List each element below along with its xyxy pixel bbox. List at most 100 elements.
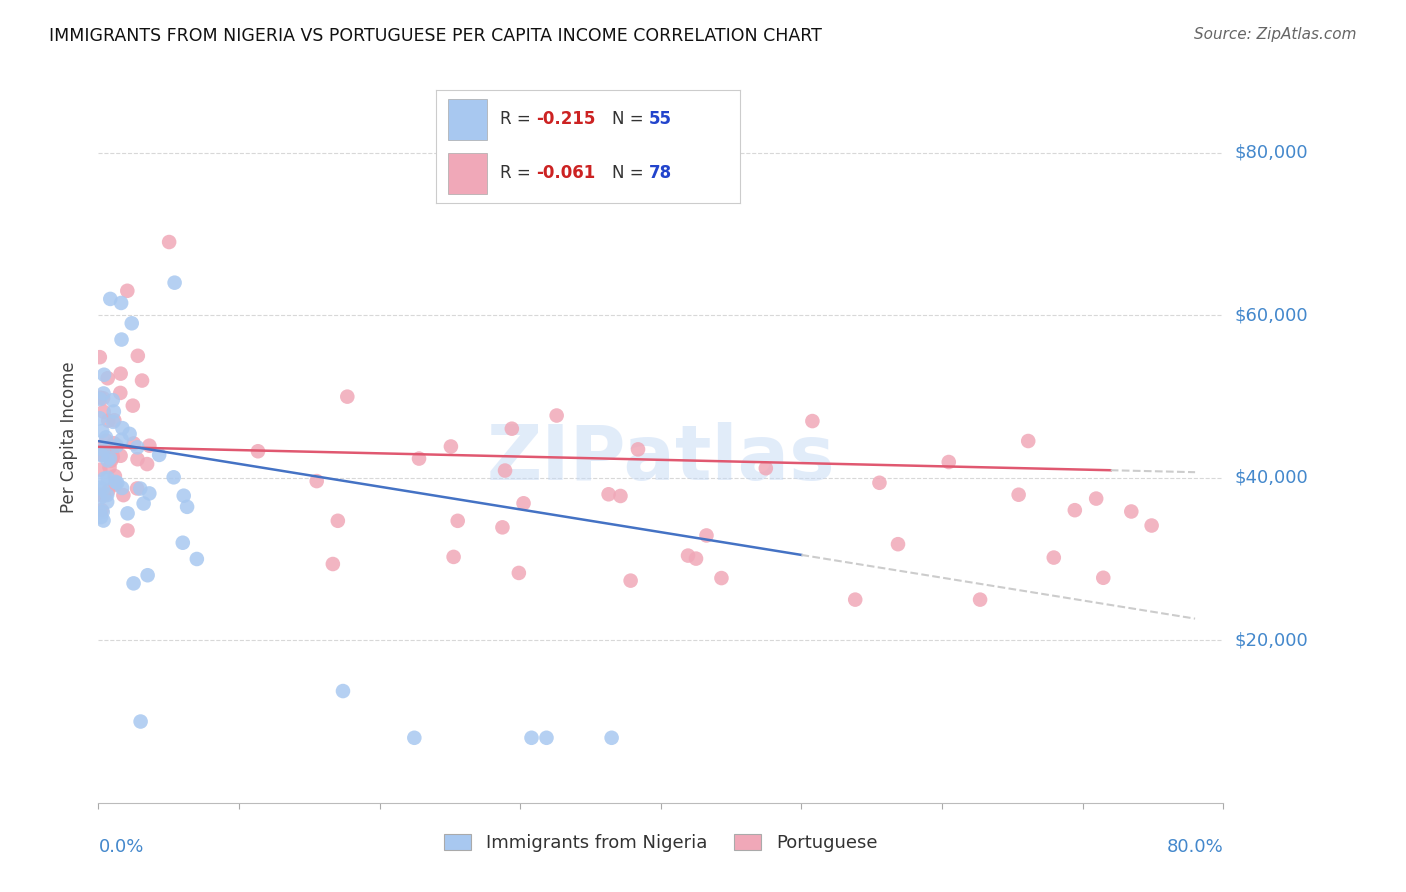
Point	[93, 368, 115, 382]
Point	[1042, 550, 1064, 565]
Point	[101, 450, 124, 465]
Point	[127, 349, 149, 363]
Point	[125, 482, 148, 496]
Point	[844, 592, 866, 607]
Text: $60,000: $60,000	[1234, 306, 1308, 324]
Point	[138, 486, 160, 500]
Point	[103, 436, 125, 450]
Point	[172, 535, 194, 549]
Point	[440, 440, 463, 454]
Point	[491, 520, 513, 534]
Point	[89, 463, 111, 477]
Point	[138, 439, 160, 453]
Point	[132, 496, 155, 510]
Point	[512, 496, 534, 510]
Point	[97, 414, 120, 428]
Point	[122, 436, 145, 450]
Point	[131, 374, 153, 388]
Point	[89, 350, 111, 364]
Point	[101, 415, 124, 429]
Point	[89, 481, 111, 495]
Point	[110, 367, 132, 381]
Point	[600, 731, 623, 745]
Point	[110, 385, 132, 400]
Point	[91, 505, 114, 519]
Point	[404, 731, 426, 745]
Point	[97, 371, 120, 385]
Point	[89, 411, 111, 425]
Point	[494, 464, 516, 478]
Text: $80,000: $80,000	[1234, 144, 1308, 161]
Point	[186, 552, 208, 566]
Point	[91, 391, 114, 405]
Point	[121, 316, 143, 330]
Text: ZIPatlas: ZIPatlas	[486, 422, 835, 496]
Point	[1121, 504, 1143, 518]
Point	[676, 549, 699, 563]
Text: 80.0%: 80.0%	[1167, 838, 1223, 855]
Y-axis label: Per Capita Income: Per Capita Income	[59, 361, 77, 513]
Text: Source: ZipAtlas.com: Source: ZipAtlas.com	[1194, 27, 1357, 42]
Point	[122, 576, 145, 591]
Point	[1017, 434, 1039, 448]
Text: $40,000: $40,000	[1234, 468, 1308, 487]
Point	[90, 447, 112, 461]
Point	[443, 549, 465, 564]
Point	[111, 481, 134, 495]
Point	[91, 442, 114, 457]
Point	[157, 235, 180, 249]
Point	[97, 483, 120, 498]
Point	[136, 457, 159, 471]
Text: IMMIGRANTS FROM NIGERIA VS PORTUGUESE PER CAPITA INCOME CORRELATION CHART: IMMIGRANTS FROM NIGERIA VS PORTUGUESE PE…	[49, 27, 823, 45]
Point	[94, 434, 117, 448]
Point	[627, 442, 650, 457]
Point	[163, 276, 186, 290]
Point	[246, 444, 269, 458]
Point	[98, 451, 121, 466]
Point	[91, 448, 114, 462]
Point	[447, 514, 470, 528]
Point	[91, 424, 114, 438]
Point	[104, 475, 127, 489]
Point	[598, 487, 620, 501]
Point	[96, 447, 118, 461]
Point	[105, 475, 128, 490]
Point	[90, 510, 112, 524]
Legend: Immigrants from Nigeria, Portuguese: Immigrants from Nigeria, Portuguese	[437, 827, 884, 860]
Point	[1063, 503, 1085, 517]
Point	[1140, 518, 1163, 533]
Point	[111, 421, 134, 435]
Point	[305, 474, 328, 488]
Point	[110, 449, 132, 463]
Text: 0.0%: 0.0%	[98, 838, 143, 855]
Point	[129, 482, 152, 496]
Point	[408, 451, 430, 466]
Point	[127, 452, 149, 467]
Point	[90, 448, 112, 462]
Point	[1007, 488, 1029, 502]
Point	[97, 471, 120, 485]
Point	[1092, 571, 1115, 585]
Point	[336, 390, 359, 404]
Point	[104, 469, 127, 483]
Point	[93, 405, 115, 419]
Point	[322, 557, 344, 571]
Point	[620, 574, 643, 588]
Point	[938, 455, 960, 469]
Point	[112, 488, 135, 502]
Point	[887, 537, 910, 551]
Point	[148, 448, 170, 462]
Point	[93, 488, 115, 502]
Point	[91, 482, 114, 496]
Point	[89, 505, 111, 519]
Point	[176, 500, 198, 514]
Point	[93, 471, 115, 485]
Point	[101, 448, 124, 462]
Point	[104, 477, 127, 491]
Point	[105, 439, 128, 453]
Point	[103, 413, 125, 427]
Point	[111, 433, 134, 447]
Point	[685, 551, 707, 566]
Point	[100, 453, 122, 467]
Point	[96, 495, 118, 509]
